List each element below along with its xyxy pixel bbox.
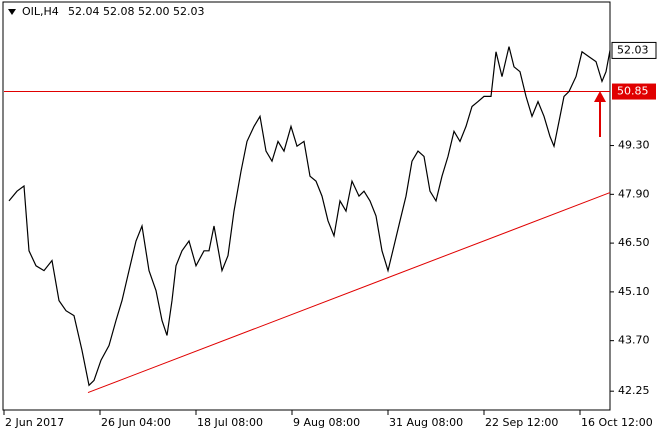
y-tick-label: 46.50 <box>618 236 650 249</box>
plot-frame <box>2 1 611 411</box>
chart-title: OIL,H4 <box>22 5 59 18</box>
x-tick-label: 2 Jun 2017 <box>5 416 64 429</box>
y-tick-label: 47.90 <box>618 187 650 200</box>
x-tick-label: 31 Aug 08:00 <box>389 416 463 429</box>
y-tick-label: 43.70 <box>618 334 650 347</box>
hline-price-box <box>612 83 656 100</box>
x-tick-label: 16 Oct 12:00 <box>581 416 653 429</box>
menu-triangle[interactable] <box>8 9 16 15</box>
y-tick-label: 45.10 <box>618 285 650 298</box>
x-tick-label: 18 Jul 08:00 <box>197 416 263 429</box>
last-price-label: 52.03 <box>617 43 649 56</box>
arrow-head <box>594 91 606 102</box>
hline-price-label: 50.85 <box>617 85 649 98</box>
x-tick-label: 9 Aug 08:00 <box>293 416 360 429</box>
price-line <box>8 46 611 387</box>
quote-text: 52.04 52.08 52.00 52.03 <box>68 5 204 18</box>
last-price-box <box>611 41 657 59</box>
y-tick-label: 42.25 <box>618 384 650 397</box>
trendline <box>87 192 611 394</box>
arrow <box>594 91 606 137</box>
x-tick-label: 26 Jun 04:00 <box>101 416 171 429</box>
x-tick-label: 22 Sep 12:00 <box>485 416 558 429</box>
y-tick-label: 49.30 <box>618 139 650 152</box>
